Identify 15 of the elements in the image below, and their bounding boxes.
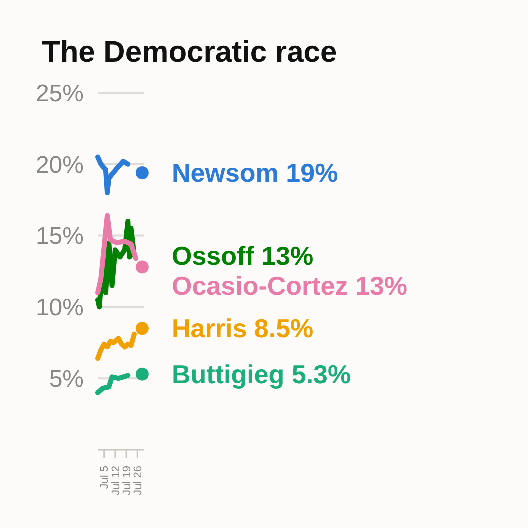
text: Ocasio-Cortez 13% <box>172 270 408 301</box>
y-tick-label: 15% <box>36 223 84 250</box>
x-tick-label: Jul 5 <box>99 466 112 490</box>
y-tick-label: 5% <box>49 366 84 393</box>
text: Ossoff 13% <box>172 240 314 271</box>
text: Harris 8.5% <box>172 314 314 344</box>
x-tick-label: Jul 12 <box>110 466 122 496</box>
chart-title: The Democratic race <box>42 36 338 69</box>
y-tick-label: 10% <box>36 294 84 322</box>
text: Buttigieg 5.3% <box>172 359 352 390</box>
text: Newsom 19% <box>172 158 338 188</box>
x-tick-label: Jul 19 <box>121 466 134 496</box>
y-tick-label: 25% <box>36 80 84 108</box>
y-tick-label: 20% <box>36 152 84 179</box>
x-tick-label: Jul 26 <box>132 466 145 496</box>
